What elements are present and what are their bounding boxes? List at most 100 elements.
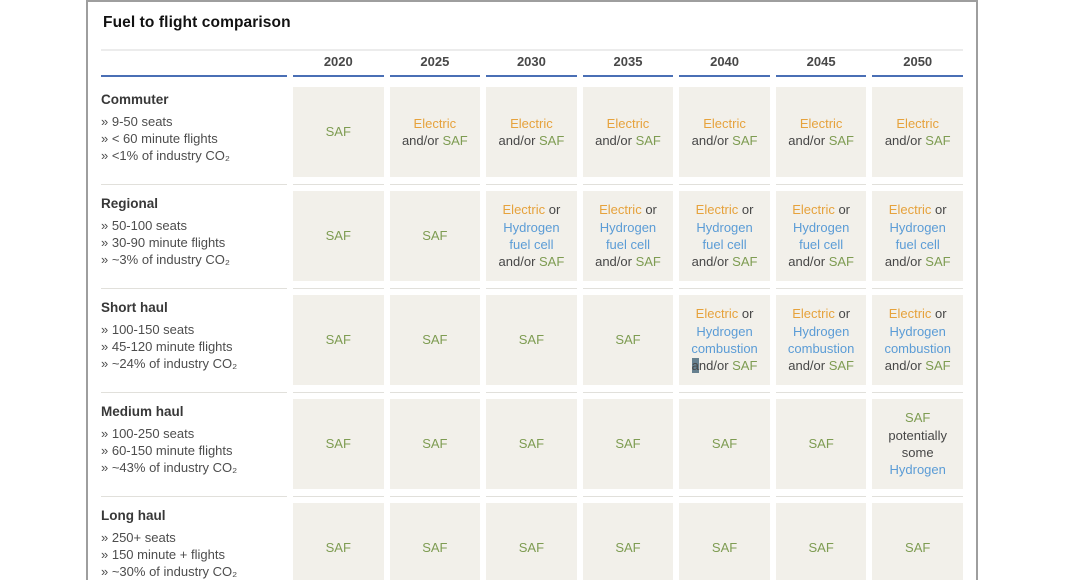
fuel-cell-commuter-2020: SAF bbox=[293, 87, 384, 177]
fuel-segment-hydrogen: fuel cell bbox=[799, 237, 844, 252]
row-label-short-haul: Short haul » 100-150 seats » 45-120 minute… bbox=[101, 288, 287, 392]
fuel-cell-text: Electric or Hydrogen combustion and/or SAF bbox=[884, 305, 950, 375]
fuel-segment-plain: or bbox=[834, 306, 851, 322]
fuel-cell-wrap: SAF bbox=[486, 392, 577, 496]
fuel-segment-hydrogen: combustion bbox=[691, 341, 758, 356]
fuel-segment-saf: SAF bbox=[422, 540, 448, 556]
fuel-segment-saf: SAF bbox=[325, 228, 351, 244]
fuel-segment-plain: and/or bbox=[788, 133, 829, 148]
fuel-cell-wrap: SAF bbox=[582, 392, 674, 496]
category-bullet: » 100-250 seats bbox=[101, 426, 195, 441]
category-bullet: » ~43% of industry CO₂ bbox=[101, 460, 238, 476]
fuel-segment-saf: SAF bbox=[615, 436, 641, 452]
fuel-cell-regional-2035: Electric or Hydrogen fuel cell and/or SAF bbox=[582, 191, 674, 281]
category-bullet: » 100-150 seats bbox=[101, 322, 195, 337]
fuel-segment-hydrogen: fuel cell bbox=[605, 237, 651, 252]
fuel-cell-medium-haul-2050: SAF potentially some Hydrogen bbox=[872, 399, 963, 489]
fuel-segment-hydrogen: Hydrogen bbox=[792, 323, 850, 339]
fuel-cell-medium-haul-2045: SAF bbox=[775, 399, 867, 489]
category-bullet: » 9-50 seats bbox=[101, 114, 173, 129]
comparison-grid: 2020 2025 2030 2035 2040 2045 2050 Commuter » 9-… bbox=[101, 51, 963, 580]
fuel-segment-hydrogen: fuel cell bbox=[509, 237, 554, 252]
fuel-cell-text: SAF bbox=[712, 539, 737, 556]
fuel-cell-medium-haul-2040: SAF bbox=[679, 399, 770, 489]
fuel-segment-electric: Electric bbox=[695, 306, 739, 322]
fuel-cell-wrap: SAF bbox=[582, 288, 674, 392]
fuel-segment-hydrogen: Hydrogen bbox=[696, 219, 753, 235]
fuel-cell-wrap: Electric and/or SAF bbox=[775, 77, 867, 184]
category-bullet: » ~3% of industry CO₂ bbox=[101, 252, 230, 268]
fuel-cell-wrap: Electric or Hydrogen fuel cell and/or SAF bbox=[872, 184, 963, 288]
fuel-segment-plain: or bbox=[738, 306, 754, 322]
fuel-cell-wrap: Electric or Hydrogen fuel cell and/or SAF bbox=[679, 184, 770, 288]
fuel-cell-wrap: Electric or Hydrogen combustion and/or SAF bbox=[775, 288, 867, 392]
fuel-cell-wrap: SAF bbox=[389, 392, 481, 496]
fuel-cell-regional-2020: SAF bbox=[293, 191, 384, 281]
fuel-segment-saf: SAF bbox=[325, 124, 351, 140]
fuel-cell-regional-2045: Electric or Hydrogen fuel cell and/or SAF bbox=[775, 191, 867, 281]
fuel-segment-plain: or bbox=[545, 202, 561, 218]
fuel-cell-medium-haul-2035: SAF bbox=[582, 399, 674, 489]
fuel-segment-plain: and/or bbox=[498, 133, 540, 148]
fuel-segment-plain: and/or bbox=[884, 358, 926, 374]
fuel-cell-short-haul-2025: SAF bbox=[389, 295, 481, 385]
fuel-cell-text: Electric or Hydrogen fuel cell and/or SAF bbox=[788, 201, 854, 271]
fuel-cell-text: SAF bbox=[615, 435, 640, 452]
fuel-segment-plain: or bbox=[931, 202, 947, 218]
fuel-cell-commuter-2035: Electric and/or SAF bbox=[582, 87, 674, 177]
fuel-cell-regional-2030: Electric or Hydrogen fuel cell and/or SAF bbox=[486, 191, 577, 281]
fuel-cell-text: Electric and/or SAF bbox=[692, 115, 758, 150]
fuel-segment-saf: SAF bbox=[732, 133, 758, 148]
fuel-cell-text: SAF bbox=[712, 435, 737, 452]
fuel-cell-wrap: SAF bbox=[679, 392, 770, 496]
fuel-cell-short-haul-2020: SAF bbox=[293, 295, 384, 385]
fuel-cell-wrap: Electric and/or SAF bbox=[582, 77, 674, 184]
fuel-segment-hydrogen: Hydrogen bbox=[889, 462, 946, 478]
fuel-cell-text: SAF bbox=[615, 331, 640, 348]
fuel-cell-long-haul-2050: SAF bbox=[872, 503, 963, 580]
fuel-cell-short-haul-2045: Electric or Hydrogen combustion and/or SAF bbox=[775, 295, 867, 385]
column-header-2045: 2045 bbox=[775, 51, 867, 77]
fuel-cell-short-haul-2035: SAF bbox=[582, 295, 674, 385]
fuel-segment-saf: SAF bbox=[442, 133, 468, 148]
fuel-cell-commuter-2030: Electric and/or SAF bbox=[486, 87, 577, 177]
category-bullet: » <1% of industry CO₂ bbox=[101, 148, 230, 164]
category-title: Medium haul bbox=[101, 404, 184, 419]
fuel-cell-text: SAF bbox=[422, 331, 447, 348]
fuel-segment-saf: SAF bbox=[711, 540, 738, 556]
fuel-cell-text: SAF bbox=[519, 435, 544, 452]
fuel-cell-wrap: SAF bbox=[293, 288, 384, 392]
fuel-cell-text: Electric and/or SAF bbox=[885, 115, 951, 150]
fuel-segment-saf: SAF bbox=[732, 254, 758, 270]
fuel-segment-electric: Electric bbox=[888, 306, 932, 322]
column-header-2025: 2025 bbox=[389, 51, 481, 77]
fuel-cell-text: SAF bbox=[422, 227, 447, 244]
fuel-segment-plain: and/or bbox=[788, 254, 829, 270]
fuel-cell-wrap: SAF bbox=[872, 496, 963, 580]
fuel-cell-text: Electric and/or SAF bbox=[402, 115, 468, 150]
fuel-cell-wrap: Electric or Hydrogen fuel cell and/or SAF bbox=[775, 184, 867, 288]
fuel-segment-electric: Electric bbox=[606, 115, 650, 131]
fuel-cell-commuter-2040: Electric and/or SAF bbox=[679, 87, 770, 177]
category-bullet: » 60-150 minute flights bbox=[101, 443, 233, 459]
category-title: Commuter bbox=[101, 92, 169, 107]
fuel-cell-text: SAF bbox=[808, 435, 833, 452]
fuel-cell-long-haul-2025: SAF bbox=[389, 503, 481, 580]
fuel-cell-text: Electric or Hydrogen fuel cell and/or SAF bbox=[595, 201, 661, 271]
fuel-segment-saf: SAF bbox=[615, 540, 641, 556]
fuel-segment-saf: SAF bbox=[635, 133, 661, 148]
fuel-cell-text: SAF bbox=[326, 539, 351, 556]
fuel-segment-plain: or bbox=[834, 202, 851, 218]
fuel-cell-text: SAF bbox=[519, 539, 544, 556]
fuel-segment-hydrogen: Hydrogen bbox=[599, 219, 657, 235]
fuel-cell-wrap: Electric and/or SAF bbox=[679, 77, 770, 184]
fuel-cell-text: SAF bbox=[326, 331, 351, 348]
fuel-cell-text: SAF bbox=[326, 435, 351, 452]
fuel-segment-electric: Electric bbox=[695, 202, 739, 218]
fuel-cell-wrap: SAF bbox=[582, 496, 674, 580]
fuel-cell-wrap: Electric and/or SAF bbox=[872, 77, 963, 184]
category-bullet: » 250+ seats bbox=[101, 530, 176, 545]
fuel-segment-saf: SAF bbox=[325, 540, 351, 556]
fuel-segment-saf: SAF bbox=[422, 436, 448, 452]
fuel-segment-plain: some bbox=[901, 445, 934, 460]
